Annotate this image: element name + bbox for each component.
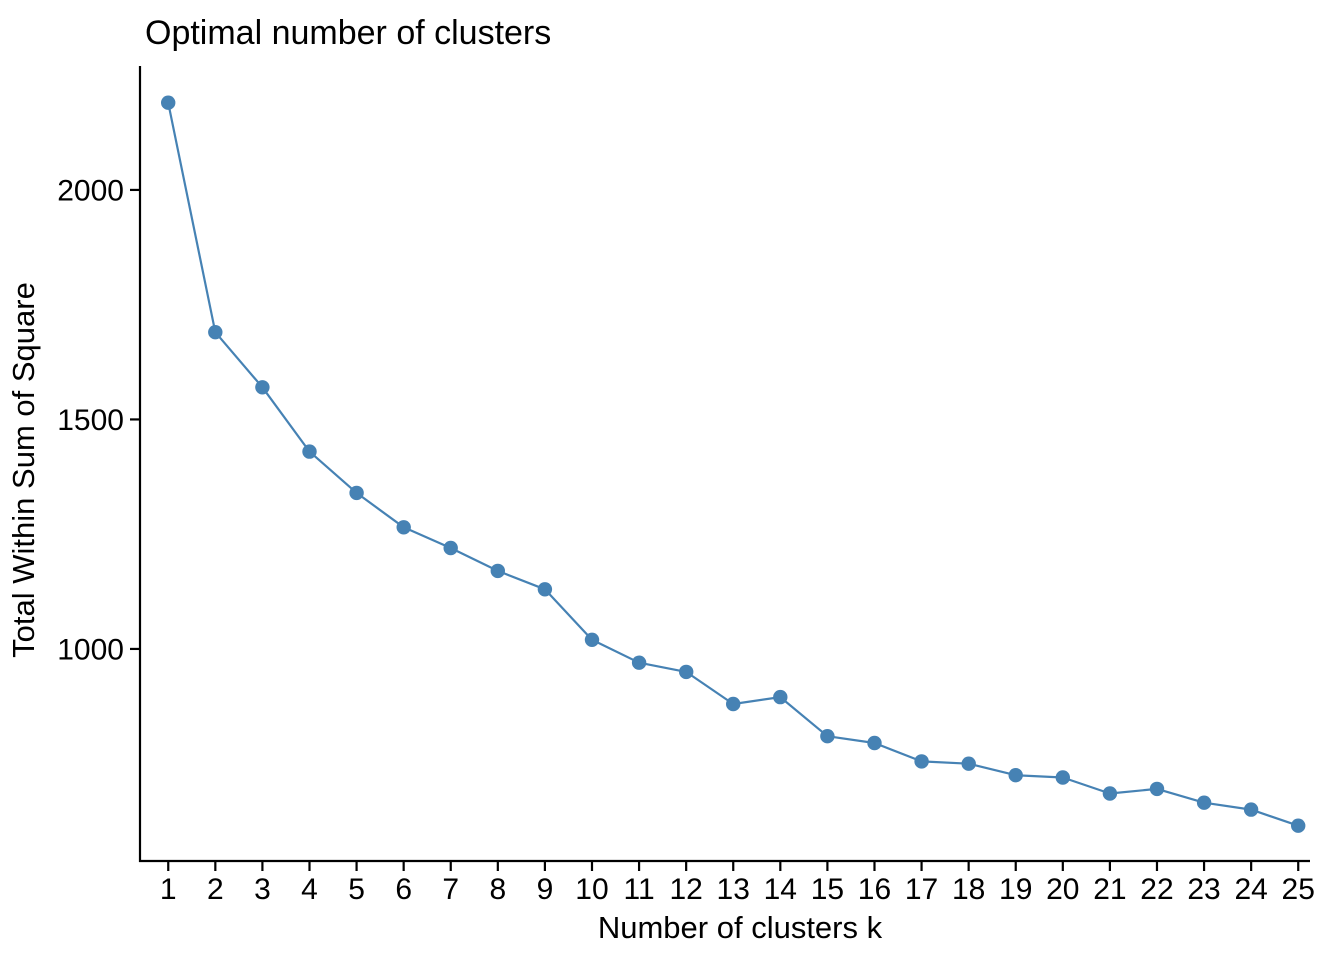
x-tick-label: 7 xyxy=(442,873,459,906)
data-point xyxy=(1243,802,1259,817)
y-tick-label: 1500 xyxy=(57,404,124,437)
chart-title: Optimal number of clusters xyxy=(145,14,551,52)
data-point xyxy=(726,696,741,712)
y-tick-label: 1000 xyxy=(57,633,124,666)
x-tick-label: 15 xyxy=(811,873,844,906)
x-tick-label: 6 xyxy=(395,873,412,906)
x-tick-label: 11 xyxy=(623,873,654,906)
series-line xyxy=(167,101,1300,827)
data-point xyxy=(1196,795,1212,810)
data-point xyxy=(490,563,505,579)
data-point xyxy=(867,735,882,751)
data-point xyxy=(443,540,458,556)
data-point xyxy=(631,655,647,670)
x-ticks-group: 1 2 3 4 5 6 7 8 9 10 11 12 13 14 15 16 17 18 19 20 21 22 23 24 2… xyxy=(160,861,1315,906)
data-point xyxy=(208,325,223,340)
data-point xyxy=(1149,781,1165,797)
x-tick-label: 25 xyxy=(1282,873,1315,906)
y-tick-label: 2000 xyxy=(57,174,124,207)
data-point xyxy=(1291,818,1306,833)
data-point xyxy=(773,689,788,705)
data-point xyxy=(1055,770,1071,785)
data-point xyxy=(1008,768,1023,783)
x-tick-label: 17 xyxy=(905,873,938,906)
data-point xyxy=(537,582,553,597)
data-point xyxy=(396,520,411,535)
x-tick-label: 5 xyxy=(348,873,365,906)
data-point xyxy=(961,756,976,771)
data-point xyxy=(255,380,270,395)
y-axis-title: Total Within Sum of Square xyxy=(6,282,41,658)
data-point xyxy=(1102,786,1118,801)
x-axis-title: Number of clusters k xyxy=(598,910,883,945)
data-point xyxy=(914,754,929,769)
x-tick-label: 14 xyxy=(764,873,797,906)
x-tick-label: 18 xyxy=(952,873,985,906)
x-tick-label: 12 xyxy=(669,873,702,906)
x-tick-label: 21 xyxy=(1093,873,1126,906)
x-tick-label: 19 xyxy=(999,873,1032,906)
data-point xyxy=(584,632,600,647)
y-ticks-group: 1000 1500 2000 xyxy=(57,174,140,666)
x-tick-label: 16 xyxy=(858,873,891,906)
x-tick-label: 10 xyxy=(575,873,608,906)
x-tick-label: 1 xyxy=(160,873,177,906)
x-tick-label: 9 xyxy=(537,873,554,906)
x-tick-label: 23 xyxy=(1187,873,1220,906)
x-tick-label: 2 xyxy=(207,873,224,906)
data-point xyxy=(302,444,317,459)
x-tick-label: 24 xyxy=(1234,873,1267,906)
x-tick-label: 8 xyxy=(489,873,506,906)
x-tick-label: 22 xyxy=(1140,873,1173,906)
x-tick-label: 4 xyxy=(301,873,318,906)
x-tick-label: 13 xyxy=(717,873,750,906)
series-group xyxy=(161,95,1306,833)
data-point xyxy=(679,664,694,680)
data-point xyxy=(349,485,364,501)
data-point xyxy=(820,729,835,744)
x-tick-label: 3 xyxy=(254,873,271,906)
data-point xyxy=(161,95,176,110)
x-tick-label: 20 xyxy=(1046,873,1079,906)
